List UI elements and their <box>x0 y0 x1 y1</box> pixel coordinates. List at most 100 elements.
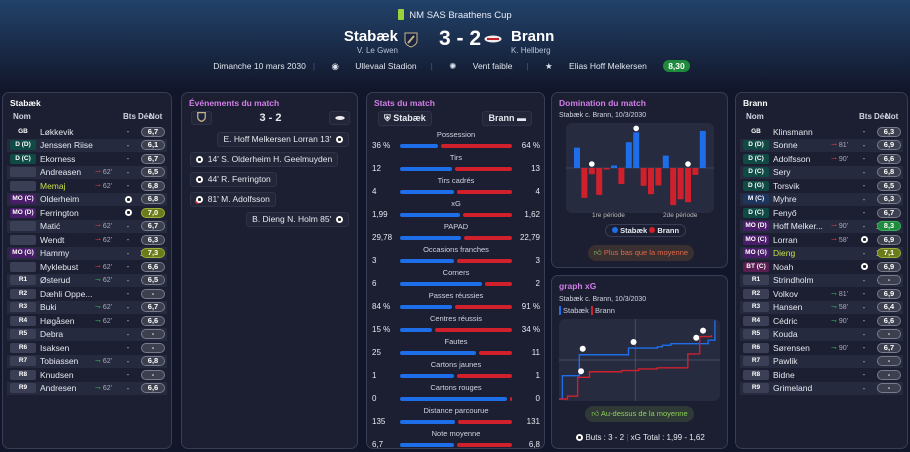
column-header-dec[interactable]: Déc <box>138 112 153 121</box>
column-header-name[interactable]: Nom <box>13 112 31 121</box>
player-name[interactable]: Strindholm <box>773 275 814 285</box>
event-item[interactable]: B. Dieng N. Holm 85' <box>246 212 349 227</box>
player-name[interactable]: Debra <box>40 329 64 339</box>
player-name[interactable]: Olderheim <box>40 194 80 204</box>
player-row[interactable]: M (C)Myhre--6,3 <box>740 192 903 206</box>
column-header-dec[interactable]: Déc <box>874 112 889 121</box>
column-header-goals[interactable]: Bts <box>123 112 136 121</box>
player-row[interactable]: Wendt⇀ 62'--6,3 <box>7 233 167 246</box>
player-name[interactable]: Adolfsson <box>773 153 811 164</box>
player-name[interactable]: Ekorness <box>40 153 76 164</box>
x-label-first-half: 1re période <box>592 212 625 219</box>
player-name[interactable]: Tobiassen <box>40 356 79 366</box>
player-name[interactable]: Kouda <box>773 329 798 339</box>
player-name[interactable]: Jenssen Riise <box>40 140 93 150</box>
away-team-name[interactable]: Brann <box>511 28 555 45</box>
player-name[interactable]: Fenyő <box>773 207 797 218</box>
column-header-rating[interactable]: Not <box>149 112 163 121</box>
home-team-name[interactable]: Stabæk <box>343 28 398 45</box>
player-name[interactable]: Buki <box>40 302 57 312</box>
player-row[interactable]: Andreasen⇀ 62'--6,5 <box>7 165 167 179</box>
event-item[interactable]: 44' R. Ferrington <box>190 172 277 187</box>
event-item[interactable]: 14' S. Olderheim H. Geelmuyden <box>190 152 339 167</box>
player-name[interactable]: Lorran <box>773 234 798 245</box>
player-name[interactable]: Memaj <box>40 180 66 191</box>
goals-value: - <box>126 289 130 298</box>
column-header-name[interactable]: Nom <box>746 112 764 121</box>
player-name[interactable]: Volkov <box>773 288 799 299</box>
player-name[interactable]: Sørensen <box>773 342 810 353</box>
player-name[interactable]: Hansen <box>773 302 803 312</box>
player-name[interactable]: Andresen <box>40 383 77 393</box>
player-name[interactable]: Dæhli Oppe... <box>40 288 93 299</box>
player-row[interactable]: D (C)Adolfsson⇀ 90'--6,6 <box>740 152 903 165</box>
player-name[interactable]: Klinsmann <box>773 126 813 137</box>
player-row[interactable]: BT (C)Noah-6,9 <box>740 260 903 273</box>
player-row[interactable]: Memaj⇀ 62'--6,8 <box>7 179 167 192</box>
player-name[interactable]: Ferrington <box>40 207 79 218</box>
player-row[interactable]: D (D)Jenssen Riise--6,1 <box>7 138 167 152</box>
player-row[interactable]: MO (C)Lorran⇀ 58'-6,9 <box>740 233 903 246</box>
column-header-rating[interactable]: Not <box>885 112 899 121</box>
player-name[interactable]: Dieng <box>773 248 796 258</box>
player-row[interactable]: MO (G)Hammy-17,3 <box>7 246 167 260</box>
player-name[interactable]: Isaksen <box>40 342 70 353</box>
player-name[interactable]: Noah <box>773 261 794 272</box>
player-row[interactable]: D (C)Sery--6,8 <box>740 165 903 179</box>
player-name[interactable]: Hammy <box>40 248 70 258</box>
player-name[interactable]: Bidne <box>773 369 795 380</box>
player-name[interactable]: Myklebust <box>40 261 79 272</box>
player-row[interactable]: D (C)Fenyő--6,7 <box>740 206 903 219</box>
player-name[interactable]: Matić <box>40 221 61 231</box>
player-name[interactable]: Torsvik <box>773 180 800 191</box>
player-row[interactable]: Myklebust⇀ 62'--6,6 <box>7 260 167 273</box>
player-row[interactable]: MO (D)Hoff Melker...⇀ 90'-18,3 <box>740 219 903 233</box>
player-name[interactable]: Myhre <box>773 194 797 204</box>
player-name[interactable]: Høgåsen <box>40 315 75 326</box>
player-row[interactable]: Matić⇀ 62'--6,7 <box>7 219 167 233</box>
player-row[interactable]: D (D)Sonne⇀ 81'--6,9 <box>740 138 903 152</box>
stat-bar-away <box>441 144 512 148</box>
player-of-match[interactable]: ★ Elias Hoff Melkersen 8,30 <box>538 60 697 72</box>
player-name[interactable]: Sery <box>773 167 791 177</box>
player-name[interactable]: Østerud <box>40 275 71 285</box>
event-item[interactable]: E. Hoff Melkersen Lorran 13' <box>217 132 349 147</box>
player-name[interactable]: Cédric <box>773 315 798 326</box>
player-row[interactable]: D (C)Ekorness--6,7 <box>7 152 167 165</box>
player-name[interactable]: Grimeland <box>773 383 813 393</box>
player-name[interactable]: Wendt <box>40 234 65 245</box>
position-badge <box>10 234 36 245</box>
player-row[interactable]: MO (G)Dieng-17,1 <box>740 246 903 260</box>
player-name[interactable]: Løkkevik <box>40 126 74 137</box>
player-row[interactable]: MO (D)Ferrington-7,0 <box>7 206 167 219</box>
player-row[interactable]: MO (C)Olderheim-6,8 <box>7 192 167 206</box>
player-name[interactable]: Sonne <box>773 140 798 150</box>
player-name[interactable]: Hoff Melker... <box>773 221 823 231</box>
column-header-goals[interactable]: Bts <box>859 112 872 121</box>
player-name[interactable]: Pawlik <box>773 356 798 366</box>
player-row[interactable]: D (G)Torsvik--6,5 <box>740 179 903 192</box>
event-item[interactable]: 81' M. Adolfsson <box>190 192 276 207</box>
player-name[interactable]: Andreasen <box>40 167 82 177</box>
player-name[interactable]: Knudsen <box>40 369 74 380</box>
